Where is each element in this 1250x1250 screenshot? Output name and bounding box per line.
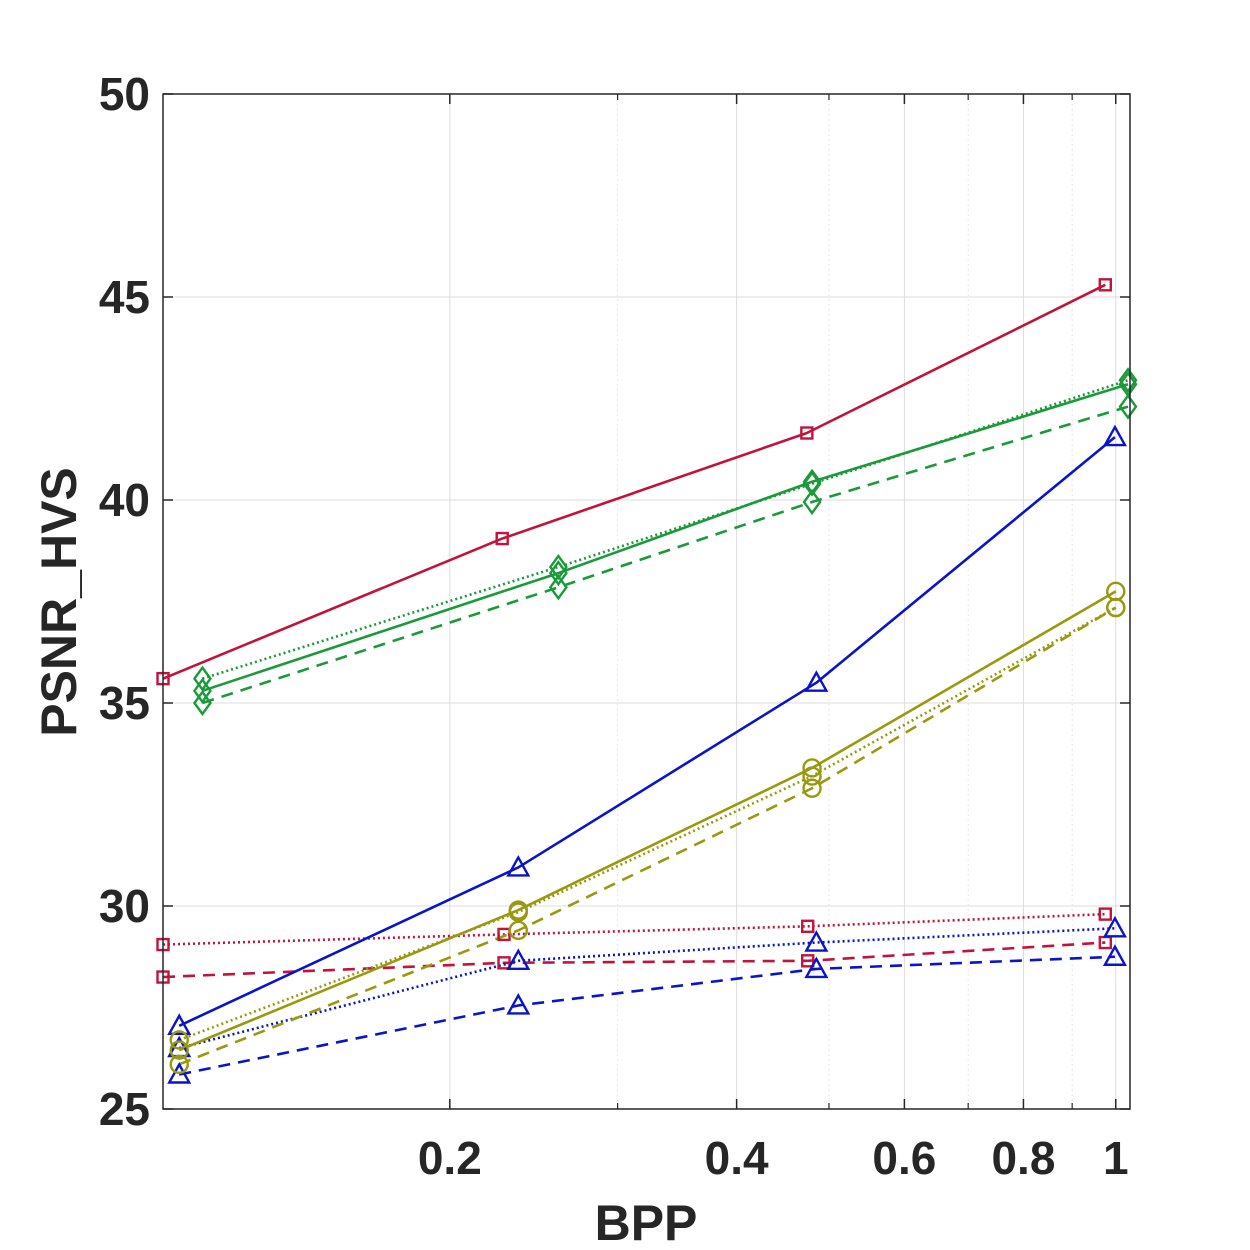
data-point-marker (804, 956, 829, 979)
series-line-olive-solid (178, 590, 1117, 1052)
data-point-marker (800, 426, 814, 440)
data-point-marker (801, 954, 815, 968)
data-point-marker (1118, 393, 1138, 420)
y-tick-label: 35 (99, 677, 150, 729)
data-point-marker (167, 1013, 192, 1035)
y-tick-label: 50 (99, 68, 150, 120)
data-point-marker (802, 766, 822, 786)
y-tick-label: 40 (99, 474, 150, 526)
data-point-marker (506, 854, 531, 877)
data-point-marker (192, 677, 212, 704)
x-tick-label: 0.2 (418, 1132, 482, 1184)
series-line-olive-dotted (178, 606, 1117, 1042)
data-point-marker (508, 920, 528, 941)
data-point-marker (802, 470, 822, 497)
series-line-red-solid (162, 283, 1106, 680)
series-line-red-dotted (162, 912, 1106, 946)
data-point-marker (169, 1040, 189, 1060)
series-line-green-dotted (202, 378, 1129, 680)
data-point-marker (169, 1030, 189, 1050)
x-axis-title: BPP (595, 1195, 698, 1250)
data-point-marker (802, 758, 822, 778)
series-line-red-dashed (162, 941, 1106, 979)
series-line-olive-dashed (178, 606, 1117, 1066)
data-point-marker (1106, 597, 1126, 618)
data-point-marker (1098, 278, 1112, 292)
x-tick-label: 0.8 (991, 1132, 1055, 1184)
data-point-marker (167, 1062, 192, 1084)
data-point-marker (508, 902, 528, 922)
y-tick-label: 30 (99, 880, 150, 932)
data-point-marker (497, 956, 511, 970)
data-point-marker (169, 1054, 189, 1075)
data-point-marker (802, 778, 822, 798)
series-markers (156, 278, 1138, 1084)
data-point-marker (801, 919, 815, 933)
data-point-marker (1098, 907, 1112, 921)
x-tick-label: 1 (1103, 1132, 1129, 1184)
data-point-marker (192, 689, 212, 717)
x-tick-label: 0.4 (705, 1132, 769, 1184)
data-point-marker (495, 531, 509, 546)
data-point-marker (1102, 915, 1127, 938)
tick-labels: 0.2 0.4 0.6 0.8 1 25 30 35 40 45 50 (99, 68, 1129, 1184)
series-line-blue-dotted (178, 927, 1115, 1050)
data-point-marker (804, 930, 829, 952)
x-tick-label: 0.6 (872, 1132, 936, 1184)
plot-frame (162, 93, 1131, 1110)
data-point-marker (1118, 367, 1138, 394)
y-tick-label: 45 (99, 271, 150, 323)
y-axis-title: PSNR_HVS (31, 467, 87, 737)
series-lines (162, 283, 1129, 1076)
series-line-green-dashed (202, 405, 1129, 705)
data-point-marker (548, 574, 568, 601)
data-point-marker (802, 488, 822, 516)
data-point-marker (506, 948, 531, 971)
y-tick-label: 25 (99, 1083, 150, 1135)
data-point-marker (192, 665, 212, 692)
series-line-blue-solid (178, 436, 1116, 1027)
data-point-marker (1102, 944, 1127, 966)
data-point-marker (1102, 424, 1127, 447)
data-point-marker (506, 992, 531, 1015)
data-point-marker (804, 670, 829, 692)
axes (162, 93, 1131, 1110)
